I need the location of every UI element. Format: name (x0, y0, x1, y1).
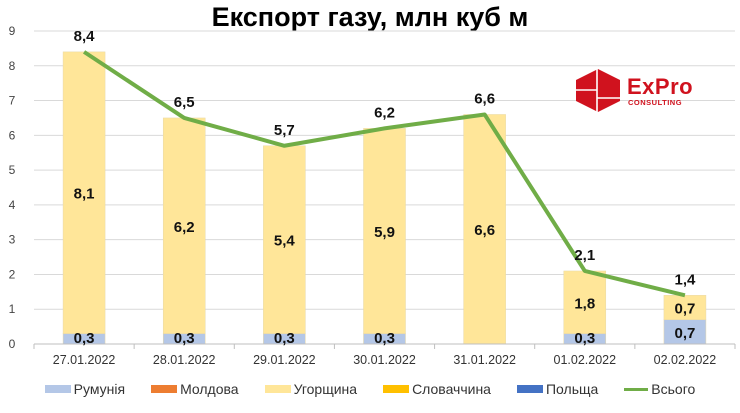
legend-item: Угорщина (264, 381, 358, 397)
logo-subtitle: CONSULTING (628, 98, 683, 107)
y-tick-label: 6 (9, 128, 16, 142)
total-line (82, 50, 686, 298)
y-tick-label: 0 (9, 337, 16, 351)
bar-value-label: 0,7 (674, 300, 695, 317)
expro-logo: ExPro CONSULTING (573, 68, 733, 112)
y-tick-label: 5 (9, 163, 16, 177)
x-tick-label: 02.02.2022 (654, 353, 717, 367)
legend-label: Молдова (180, 381, 239, 397)
y-tick-label: 3 (9, 233, 16, 247)
bar-value-label: 6,6 (474, 222, 495, 239)
total-value-label: 1,4 (674, 271, 696, 288)
x-tick-label: 01.02.2022 (554, 353, 617, 367)
legend-line-icon (624, 387, 649, 391)
x-tick-label: 28.01.2022 (153, 353, 216, 367)
bar-value-label: 8,1 (74, 186, 95, 203)
hexagon-logo-icon (576, 69, 620, 112)
legend-label: Польща (545, 381, 599, 397)
legend-swatch-icon (383, 385, 410, 393)
legend-item: Польща (516, 381, 599, 397)
bar-value-label: 0,3 (174, 330, 195, 347)
legend: Румунія Молдова Угорщина Словаччина Польща Вс… (0, 381, 740, 397)
total-value-label: 6,2 (374, 104, 395, 121)
legend-swatch-icon (516, 385, 543, 393)
legend-item: Молдова (151, 381, 239, 397)
y-tick-label: 1 (9, 302, 16, 316)
x-tick-label: 31.01.2022 (453, 353, 516, 367)
total-value-label: 5,7 (274, 122, 295, 139)
legend-swatch-icon (264, 385, 291, 393)
y-tick-label: 2 (9, 267, 16, 281)
y-tick-label: 4 (9, 198, 16, 212)
bar-segment (363, 128, 406, 334)
legend-item: Словаччина (383, 381, 491, 397)
x-tick-label: 29.01.2022 (253, 353, 316, 367)
data-labels: 0,3 8,1 0,3 6,2 0,3 5,4 0,3 5,9 6,6 0,3 1,8 0,7 0,7 8… (74, 28, 696, 347)
y-tick-label: 9 (9, 24, 16, 38)
bar-segment (463, 114, 506, 345)
bar-segment (563, 270, 607, 334)
legend-item: Всього (624, 381, 695, 397)
legend-label: Всього (651, 381, 696, 397)
y-tick-label: 7 (9, 94, 16, 108)
bar-value-label: 0,3 (374, 330, 395, 347)
bar-value-label: 0,3 (274, 330, 295, 347)
bar-segment (663, 295, 707, 320)
bar-value-label: 0,3 (574, 330, 595, 347)
total-polyline (82, 50, 686, 298)
bar-value-label: 6,2 (174, 219, 195, 236)
bar-value-label: 5,9 (374, 224, 395, 241)
legend-label: Угорщина (293, 381, 358, 397)
total-value-label: 8,4 (74, 28, 96, 45)
bars (62, 51, 707, 345)
bar-value-label: 0,7 (674, 325, 695, 342)
total-value-label: 2,1 (574, 247, 595, 264)
legend-label: Румунія (73, 381, 126, 397)
legend-swatch-icon (151, 385, 178, 393)
legend-item: Румунія (44, 381, 126, 397)
x-tick-label: 30.01.2022 (353, 353, 416, 367)
bar-value-label: 1,8 (574, 295, 595, 312)
chart-title: Експорт газу, млн куб м (211, 2, 529, 32)
y-axis: 0 1 2 3 4 5 6 7 8 9 (9, 24, 16, 351)
bar-segment (263, 145, 306, 334)
bar-value-label: 5,4 (274, 233, 296, 250)
logo-name: ExPro (627, 74, 694, 99)
bar-segment (162, 117, 206, 334)
legend-label: Словаччина (412, 381, 491, 397)
legend-swatch-icon (44, 385, 71, 393)
x-tick-label: 27.01.2022 (53, 353, 116, 367)
bar-value-label: 0,3 (74, 330, 95, 347)
y-tick-label: 8 (9, 59, 16, 73)
total-value-label: 6,6 (474, 90, 495, 107)
x-axis: 27.01.2022 28.01.2022 29.01.2022 30.01.2022… (33, 343, 736, 367)
total-value-label: 6,5 (174, 94, 195, 111)
